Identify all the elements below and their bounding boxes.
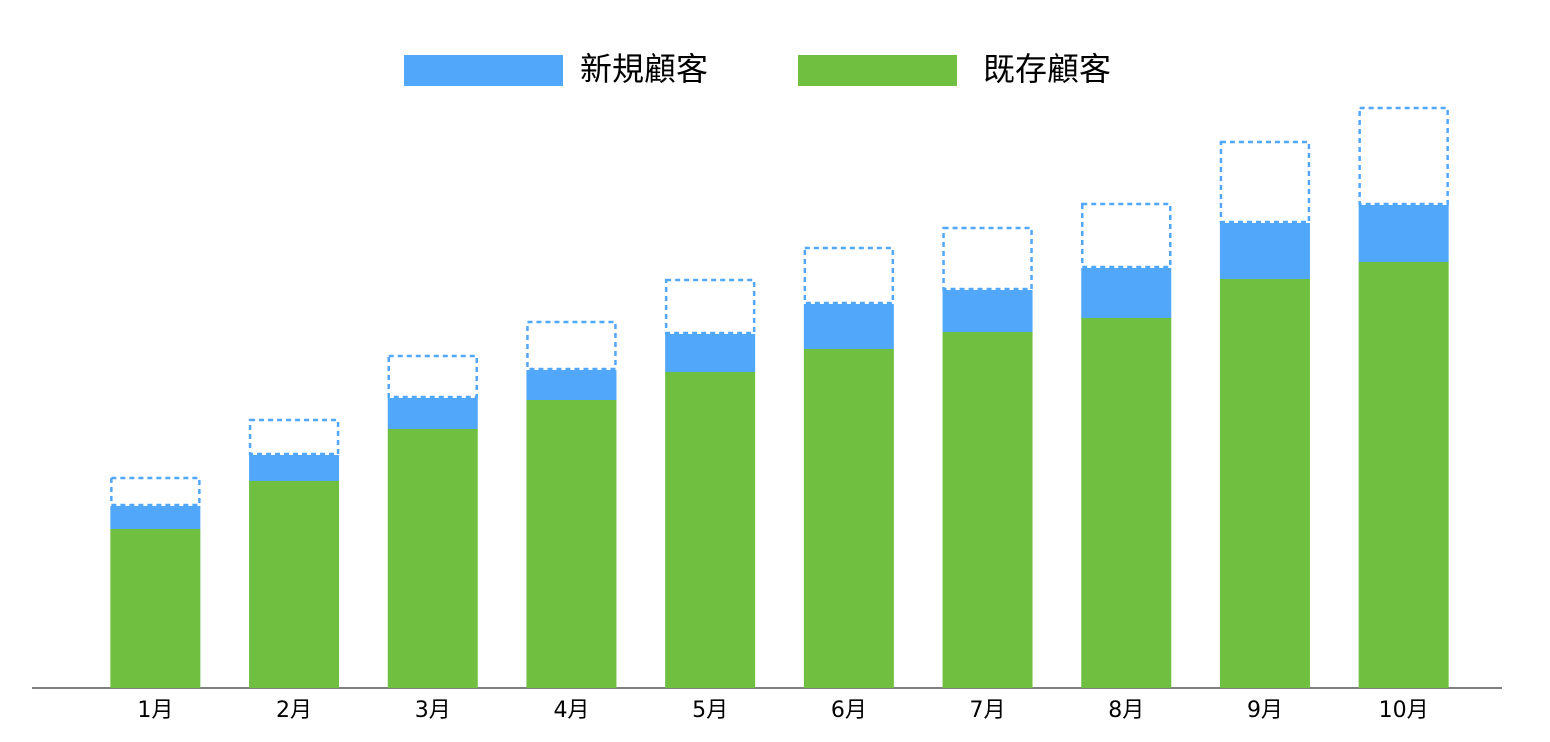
dashed-segment xyxy=(248,418,340,456)
x-tick-label: 5月 xyxy=(692,698,728,723)
x-tick-label: 9月 xyxy=(1247,698,1283,723)
bar-segment xyxy=(110,506,201,529)
legend-label: 既存顧客 xyxy=(983,50,1111,88)
bar-segment xyxy=(803,349,894,688)
bar-segment xyxy=(1219,279,1310,688)
dashed-segment xyxy=(387,354,478,399)
x-tick-label: 7月 xyxy=(970,698,1006,723)
bar-segment xyxy=(942,332,1033,688)
legend-swatch xyxy=(798,55,957,86)
x-tick-label: 4月 xyxy=(553,698,589,723)
dashed-segment xyxy=(664,278,756,335)
bar-segment xyxy=(1081,268,1172,318)
legend-swatch xyxy=(404,55,563,86)
dashed-segment xyxy=(1219,140,1311,224)
dashed-segment xyxy=(803,246,895,305)
bar-segment xyxy=(249,481,340,688)
bar-segment xyxy=(110,529,201,688)
legend-label: 新規顧客 xyxy=(580,50,708,88)
dashed-segment xyxy=(1081,202,1172,269)
dashed-segment xyxy=(526,320,617,371)
bar-segment xyxy=(1358,262,1449,688)
bar-segment xyxy=(249,455,340,481)
dashed-segment xyxy=(110,476,201,507)
x-tick-label: 1月 xyxy=(137,698,173,723)
bar-segment xyxy=(665,372,756,688)
bar-segment xyxy=(942,290,1033,332)
dashed-segment xyxy=(942,226,1033,291)
x-tick-label: 3月 xyxy=(415,698,451,723)
bar-segment xyxy=(1358,205,1449,262)
dashed-segment xyxy=(1358,106,1449,206)
bar-segment xyxy=(665,334,756,372)
bar-segment xyxy=(526,370,617,400)
x-tick-label: 10月 xyxy=(1379,698,1429,723)
bar-segment xyxy=(1081,318,1172,688)
x-tick-label: 8月 xyxy=(1108,698,1144,723)
bar-segment xyxy=(1219,223,1310,279)
bar-segment xyxy=(526,400,617,688)
x-tick-label: 2月 xyxy=(276,698,312,723)
x-tick-label: 6月 xyxy=(831,698,867,723)
bar-segment xyxy=(387,398,478,429)
bar-segment xyxy=(387,429,478,688)
bar-segment xyxy=(803,304,894,349)
